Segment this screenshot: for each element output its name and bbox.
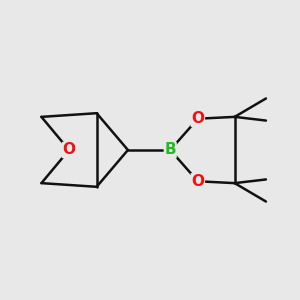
Text: O: O	[191, 111, 204, 126]
Text: B: B	[164, 142, 176, 158]
Text: O: O	[191, 174, 204, 189]
Text: O: O	[62, 142, 76, 158]
